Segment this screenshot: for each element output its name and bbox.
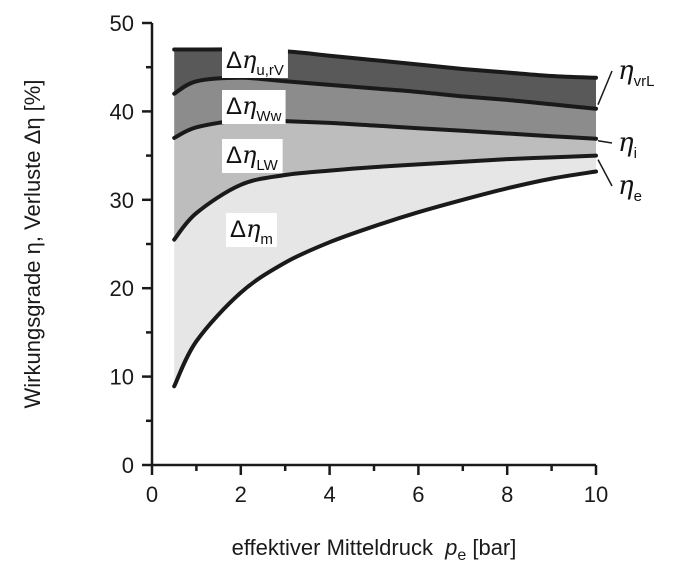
y-tick-label: 50: [110, 11, 134, 36]
curve-vrL: [172, 75, 598, 111]
leader-line: [597, 140, 613, 144]
band-label-Ww: ΔηWw: [222, 90, 286, 125]
band-label-u,rV: Δηu,rV: [222, 44, 288, 79]
curve-labels: ηvrL ηi ηe: [597, 56, 654, 205]
band-label-sub: LW: [256, 157, 278, 174]
band-label-sub: u,rV: [256, 62, 284, 79]
band-label-bg: [222, 44, 288, 78]
y-tick-label: 0: [122, 453, 134, 478]
x-tick-label: 0: [146, 482, 158, 507]
band-label-text: Δηu,rV: [226, 46, 284, 79]
band-3-area: [174, 155, 596, 387]
x-axis-title: effektiver Mitteldruck pe [bar]: [232, 535, 517, 564]
band-label-eta: η: [242, 92, 257, 120]
curve-m: [172, 169, 598, 389]
band-label-bg: [226, 213, 277, 247]
band-label-symbol: Δ: [226, 142, 242, 169]
band-label-symbol: Δ: [230, 216, 246, 243]
band-label-symbol: Δ: [226, 93, 242, 120]
curve-label-i: ηi: [618, 128, 637, 162]
leader-line: [597, 70, 613, 105]
band-label-symbol: Δ: [226, 47, 242, 74]
band-label-sub: Ww: [256, 108, 281, 125]
band-label-text: ΔηLW: [226, 141, 279, 174]
x-tick-label: 2: [235, 482, 247, 507]
axes: 0 10 20 30 40 50 0 2 4 6 8 10: [110, 11, 609, 507]
x-axis-ticks: 0 2 4 6 8 10: [146, 465, 608, 507]
curve-e: [172, 153, 598, 242]
curve-label-vrL: ηvrL: [618, 56, 654, 90]
y-tick-label: 10: [110, 365, 134, 390]
band-label-eta: η: [242, 141, 257, 169]
y-tick-label: 30: [110, 188, 134, 213]
y-tick-label: 40: [110, 99, 134, 124]
band-label-m: Δηm: [226, 213, 277, 248]
band-label-sub: m: [260, 231, 273, 248]
x-tick-label: 10: [584, 482, 608, 507]
y-tick-label: 20: [110, 276, 134, 301]
band-label-eta: η: [242, 46, 257, 74]
x-tick-label: 4: [323, 482, 335, 507]
band-label-text: Δηm: [230, 215, 273, 248]
curve-label-e: ηe: [618, 171, 642, 205]
band-label-text: ΔηWw: [226, 92, 282, 125]
band-label-eta: η: [246, 215, 261, 243]
x-tick-label: 6: [412, 482, 424, 507]
x-tick-label: 8: [501, 482, 513, 507]
band-label-bg: [222, 139, 283, 173]
band-label-bg: [222, 90, 286, 124]
band-label-LW: ΔηLW: [222, 139, 283, 174]
y-axis-ticks: 0 10 20 30 40 50: [110, 11, 152, 478]
leader-line: [597, 159, 613, 187]
y-axis-title: Wirkungsgrade η, Verluste Δη [%]: [20, 80, 45, 409]
